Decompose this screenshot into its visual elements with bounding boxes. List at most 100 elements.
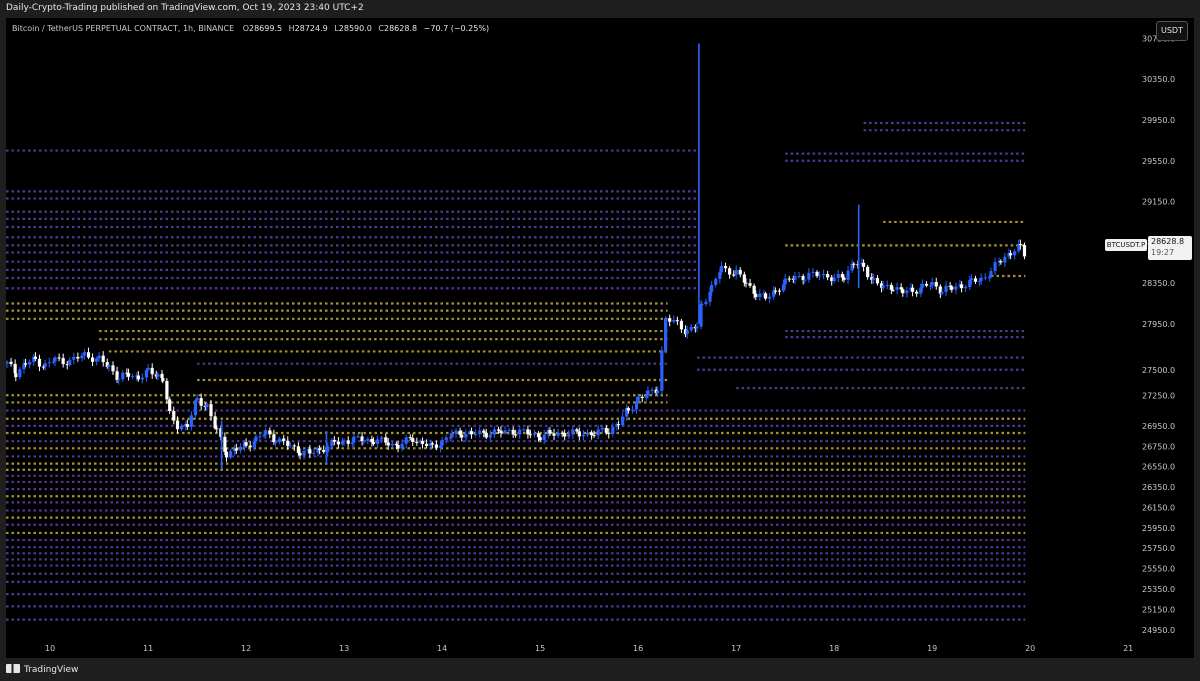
candle-body [503,430,507,434]
time-tick-label: 10 [45,644,55,653]
candle-body [380,437,384,440]
candle-body [288,445,292,447]
candle-body [72,356,76,360]
candle-body [24,363,28,365]
candle-body [781,284,786,291]
candle-body [370,438,374,443]
candle-body [22,363,26,370]
candle-body [575,429,579,432]
candle-body [532,433,537,435]
tradingview-logo[interactable]: TradingView [6,664,78,675]
candle-body [168,399,172,411]
candle-body [507,429,511,431]
candle-body [571,429,575,435]
candle-body [679,320,684,330]
candle-body [244,442,248,446]
candle-body [754,293,758,298]
price-tick-label: 26750.0 [1142,442,1175,451]
candle-body [438,445,443,448]
candles [6,43,1027,469]
time-tick-label: 17 [731,644,741,653]
candle-body [450,433,454,438]
candle-body [404,437,408,444]
price-chart[interactable]: 24950.0 25150.0 25350.0 25550.0 25750.0 25950… [6,18,1194,658]
candle-body [560,432,564,434]
candle-body [714,278,718,285]
candle-body [80,355,84,359]
candle-body [496,429,501,431]
candle-body [742,274,746,283]
candle-body [213,416,217,429]
symbol-legend: Bitcoin / TetherUS PERPETUAL CONTRACT, 1… [12,24,489,33]
candle-body [105,362,109,367]
candle-body [791,278,795,280]
level-bands [6,121,1026,621]
candle-body [973,278,978,282]
candle-body [832,277,836,282]
candle-body [821,273,826,276]
candle-body [396,445,400,449]
candle-body [215,428,219,430]
candle-body [536,433,541,438]
candle-body [592,435,596,437]
candle-body [326,446,330,452]
candle-body [636,396,640,402]
candle-body [879,283,884,288]
candle-body [448,437,452,439]
candle-body [1018,243,1022,245]
candle-body [901,289,905,294]
candle-body [184,424,188,426]
candle-body [626,408,630,411]
time-tick-label: 19 [927,644,937,653]
candle-body [14,373,18,378]
time-tick-label: 21 [1123,644,1133,653]
candle-body [37,358,42,367]
candle-body [826,273,830,278]
candle-body [82,352,87,356]
candle-body [135,375,139,377]
candle-body [160,374,164,379]
candle-body [146,367,150,370]
candle-body [482,430,486,433]
time-tick-label: 14 [437,644,447,653]
candle-body [983,277,987,279]
candle-body [675,320,679,322]
candle-body [685,330,689,335]
candle-body [262,434,266,437]
candle-body [987,276,991,278]
candle-body [185,424,189,427]
candle-body [815,271,819,277]
candle-body [762,293,766,295]
footer: TradingView [0,658,1200,681]
candle-body [866,266,870,278]
price-tick-label: 25150.0 [1142,605,1175,614]
candle-body [899,287,903,290]
candle-body [322,449,326,452]
candle-body [47,362,51,364]
last-price-label: 28628.8 19:27 [1148,236,1192,260]
last-price-value: 28628.8 [1151,237,1185,246]
candle-body [993,262,997,271]
candle-body [663,318,668,351]
candle-body [203,405,207,408]
price-tick-label: 28350.0 [1142,279,1175,288]
candle-body [514,434,518,436]
candle-body [248,445,252,448]
candle-body [205,404,209,408]
candle-body [1013,251,1017,256]
candle-body [111,365,115,372]
candle-body [616,424,621,426]
price-tick-label: 25350.0 [1142,585,1175,594]
candle-body [125,372,129,374]
candle-body [233,448,237,452]
chart-frame[interactable]: 24950.0 25150.0 25350.0 25550.0 25750.0 25950… [6,18,1194,658]
candle-body [13,363,17,374]
currency-button[interactable]: USDT [1156,21,1188,41]
candle-body [748,283,752,286]
candle-body [460,434,464,438]
candle-body [411,438,415,442]
candle-body [518,429,522,435]
candle-body [458,430,462,435]
candle-body [656,390,660,393]
candle-body [273,442,278,444]
